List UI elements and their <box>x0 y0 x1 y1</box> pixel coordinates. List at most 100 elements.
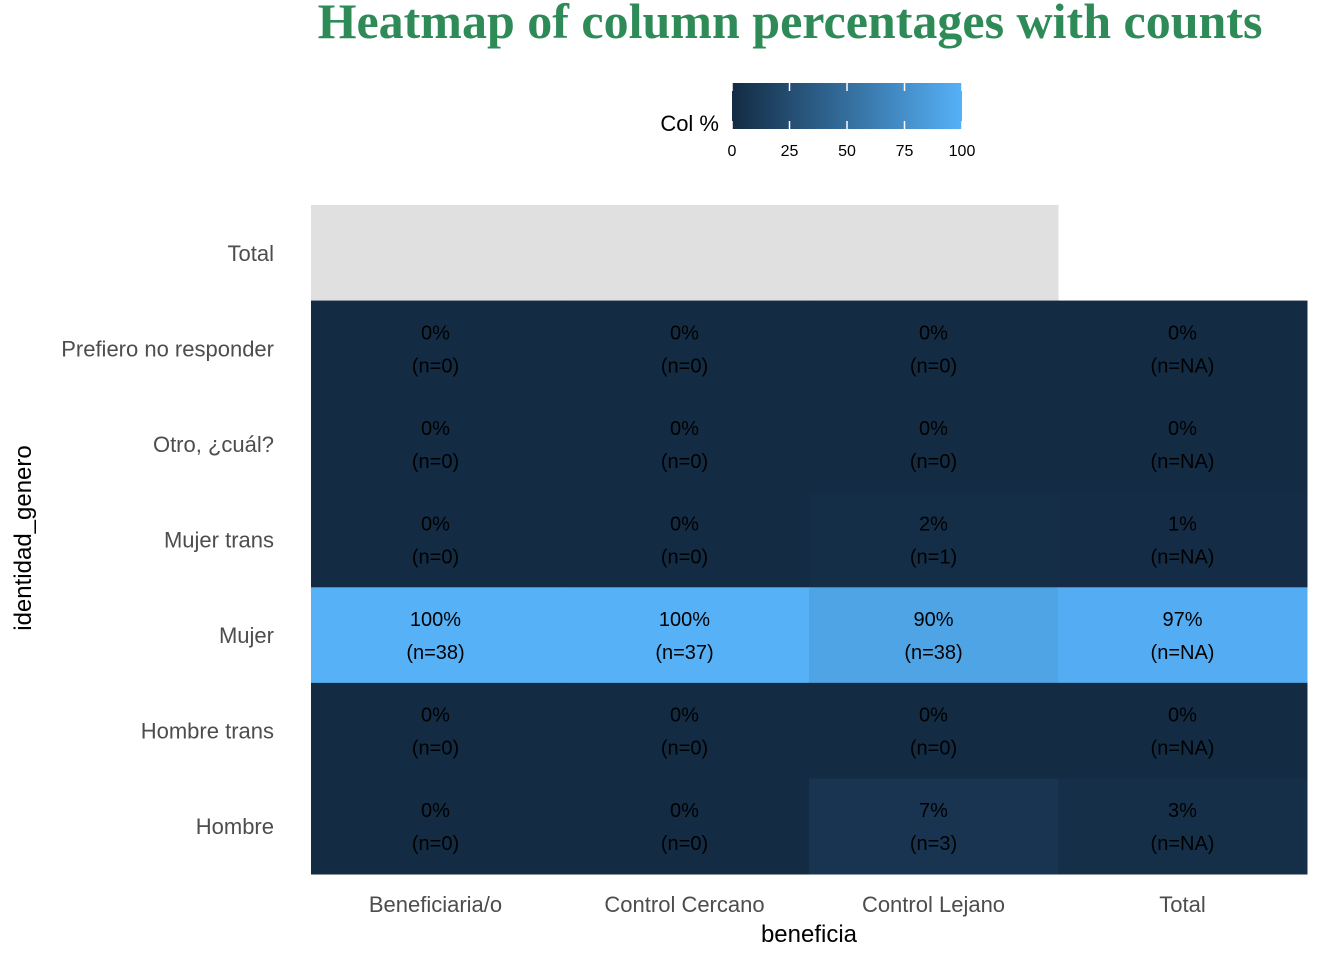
x-axis-tick-labels: Beneficiaria/o Control Cercano Control Lej… <box>369 892 1206 917</box>
cell-percent-label: 0% <box>670 514 699 536</box>
y-tick-label-mujer: Mujer <box>219 623 274 648</box>
heatmap-cell-hombre-trans-control-lejano <box>809 682 1059 779</box>
y-tick-label-hombre-trans: Hombre trans <box>141 719 274 744</box>
x-tick-label-control-lejano: Control Lejano <box>862 892 1005 917</box>
y-axis-tick-labels: Total Prefiero no responder Otro, ¿cuál? Mu… <box>61 241 274 839</box>
cell-percent-label: 0% <box>670 322 699 344</box>
cell-count-label: (n=0) <box>910 451 957 473</box>
cell-count-label: (n=0) <box>910 738 957 760</box>
heatmap-cell-prefiero-no-responder-beneficiaria-o <box>311 300 561 397</box>
cell-percent-label: 0% <box>1168 418 1197 440</box>
heatmap-cell-hombre-trans-total <box>1058 682 1308 779</box>
cell-percent-label: 0% <box>919 418 948 440</box>
heatmap-cell-hombre-control-lejano <box>809 778 1059 875</box>
cell-count-label: (n=0) <box>412 547 459 569</box>
legend-ticks: 0 25 50 75 100 <box>728 83 976 160</box>
cell-percent-label: 100% <box>659 609 710 631</box>
cell-count-label: (n=0) <box>910 355 957 377</box>
cell-labels: 0% (n=0) 0% (n=0) 0% (n=0) 0% (n=NA) 0% (n=0) 0% (n… <box>406 322 1214 855</box>
cell-percent-label: 7% <box>919 800 948 822</box>
heatmap-cell-total-control-lejano <box>809 205 1059 302</box>
cell-percent-label: 0% <box>421 418 450 440</box>
cell-percent-label: 2% <box>919 514 948 536</box>
x-axis-title: beneficia <box>761 921 858 948</box>
x-tick-label-total: Total <box>1159 892 1205 917</box>
heatmap-cell-otro-cual-control-lejano <box>809 396 1059 493</box>
heatmap-cell-otro-cual-control-cercano <box>560 396 810 493</box>
legend-tick-label: 75 <box>896 143 914 160</box>
cell-count-label: (n=0) <box>661 355 708 377</box>
cell-percent-label: 0% <box>421 800 450 822</box>
cell-percent-label: 0% <box>670 800 699 822</box>
legend-tick-label: 0 <box>728 143 737 160</box>
cell-percent-label: 0% <box>919 705 948 727</box>
heatmap-cell-mujer-beneficiaria-o <box>311 587 561 684</box>
cell-count-label: (n=NA) <box>1151 738 1215 760</box>
cell-count-label: (n=37) <box>655 642 713 664</box>
legend: Col % 0 25 50 75 100 <box>660 83 975 160</box>
heatmap-cell-hombre-total <box>1058 778 1308 875</box>
cell-count-label: (n=NA) <box>1151 355 1215 377</box>
heatmap-cell-prefiero-no-responder-total <box>1058 300 1308 397</box>
cell-percent-label: 3% <box>1168 800 1197 822</box>
cell-percent-label: 0% <box>421 514 450 536</box>
cell-count-label: (n=0) <box>661 833 708 855</box>
cell-count-label: (n=38) <box>904 642 962 664</box>
heatmap-cell-mujer-control-lejano <box>809 587 1059 684</box>
y-tick-label-prefiero-no-responder: Prefiero no responder <box>61 336 274 361</box>
cell-count-label: (n=0) <box>661 451 708 473</box>
cell-percent-label: 0% <box>670 418 699 440</box>
cell-count-label: (n=0) <box>412 355 459 377</box>
y-axis-title: identidad_genero <box>10 445 37 631</box>
heatmap-cell-prefiero-no-responder-control-lejano <box>809 300 1059 397</box>
cell-count-label: (n=NA) <box>1151 451 1215 473</box>
heatmap-cell-hombre-beneficiaria-o <box>311 778 561 875</box>
heatmap-cell-hombre-trans-control-cercano <box>560 682 810 779</box>
chart-title: Heatmap of column percentages with count… <box>318 0 1263 49</box>
cell-percent-label: 90% <box>913 609 953 631</box>
cell-count-label: (n=0) <box>412 833 459 855</box>
heatmap-cells <box>311 205 1308 875</box>
cell-percent-label: 0% <box>1168 705 1197 727</box>
y-tick-label-hombre: Hombre <box>196 814 274 839</box>
x-tick-label-beneficiaria-o: Beneficiaria/o <box>369 892 502 917</box>
cell-count-label: (n=NA) <box>1151 642 1215 664</box>
cell-percent-label: 97% <box>1162 609 1202 631</box>
cell-count-label: (n=0) <box>412 451 459 473</box>
cell-percent-label: 1% <box>1168 514 1197 536</box>
cell-percent-label: 0% <box>421 322 450 344</box>
x-tick-label-control-cercano: Control Cercano <box>604 892 764 917</box>
heatmap-cell-mujer-trans-beneficiaria-o <box>311 491 561 588</box>
cell-count-label: (n=0) <box>661 738 708 760</box>
heatmap-cell-mujer-total <box>1058 587 1308 684</box>
heatmap-cell-mujer-trans-control-lejano <box>809 491 1059 588</box>
y-tick-label-total: Total <box>228 241 274 266</box>
heatmap-cell-mujer-control-cercano <box>560 587 810 684</box>
heatmap-cell-total-control-cercano <box>560 205 810 302</box>
cell-count-label: (n=NA) <box>1151 547 1215 569</box>
heatmap-cell-otro-cual-beneficiaria-o <box>311 396 561 493</box>
legend-title: Col % <box>660 111 719 136</box>
cell-count-label: (n=0) <box>661 547 708 569</box>
cell-count-label: (n=NA) <box>1151 833 1215 855</box>
heatmap-cell-mujer-trans-total <box>1058 491 1308 588</box>
heatmap-cell-hombre-trans-beneficiaria-o <box>311 682 561 779</box>
cell-percent-label: 100% <box>410 609 461 631</box>
heatmap-cell-hombre-control-cercano <box>560 778 810 875</box>
cell-percent-label: 0% <box>1168 322 1197 344</box>
legend-tick-label: 50 <box>838 143 856 160</box>
y-tick-label-otro-cual: Otro, ¿cuál? <box>153 432 274 457</box>
heatmap-cell-total-beneficiaria-o <box>311 205 561 302</box>
heatmap-cell-mujer-trans-control-cercano <box>560 491 810 588</box>
cell-count-label: (n=38) <box>406 642 464 664</box>
cell-count-label: (n=0) <box>412 738 459 760</box>
cell-percent-label: 0% <box>421 705 450 727</box>
heatmap-cell-otro-cual-total <box>1058 396 1308 493</box>
cell-count-label: (n=1) <box>910 547 957 569</box>
cell-percent-label: 0% <box>919 322 948 344</box>
heatmap-cell-prefiero-no-responder-control-cercano <box>560 300 810 397</box>
cell-percent-label: 0% <box>670 705 699 727</box>
legend-tick-label: 25 <box>781 143 799 160</box>
legend-tick-label: 100 <box>949 143 976 160</box>
